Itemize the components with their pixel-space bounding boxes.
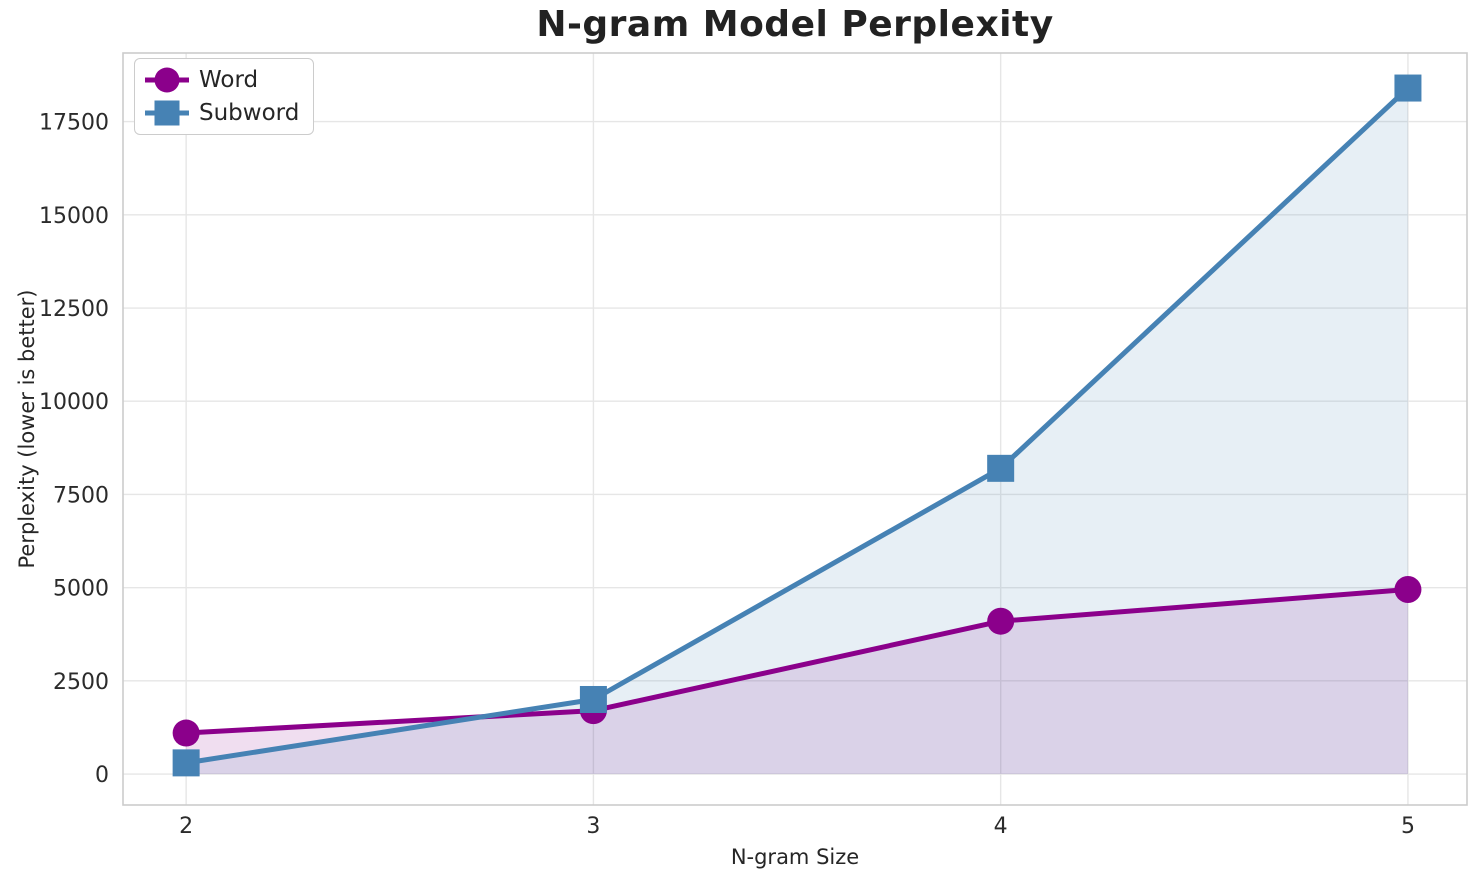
x-tick-label: 3 [586,814,600,839]
subword-marker [579,685,607,713]
x-tick-label: 5 [1401,814,1415,839]
word-line [183,587,1411,736]
y-tick-label: 7500 [53,483,109,508]
word-legend-marker-icon [145,67,189,93]
legend-item-subword: Subword [144,97,299,129]
legend: Word Subword [134,58,315,135]
legend-label: Word [199,66,259,93]
y-tick-label: 15000 [39,204,109,229]
y-tick-label: 5000 [53,577,109,602]
y-tick-label: 2500 [53,670,109,695]
plot-border [122,52,1468,806]
word-marker [987,607,1015,635]
x-axis-label: N-gram Size [730,845,860,869]
y-axis-label: Perplexity (lower is better) [15,289,39,569]
word-marker [1394,576,1422,604]
x-tick-label: 4 [994,814,1008,839]
subword-marker [172,749,200,777]
subword-line [183,85,1411,766]
y-tick-label: 0 [95,763,109,788]
x-tick-label: 2 [179,814,193,839]
y-tick-label: 10000 [39,390,109,415]
subword-marker [1394,74,1422,102]
subword-legend-marker-icon [145,100,189,126]
subword-area-fill [186,88,1408,775]
subword-marker [987,454,1015,482]
word-marker [172,719,200,747]
y-tick-label: 17500 [39,111,109,136]
chart-title: N-gram Model Perplexity [536,4,1054,45]
legend-label: Subword [199,99,300,126]
word-area-fill [186,589,1408,775]
legend-item-word: Word [144,64,299,96]
y-tick-label: 12500 [39,297,109,322]
